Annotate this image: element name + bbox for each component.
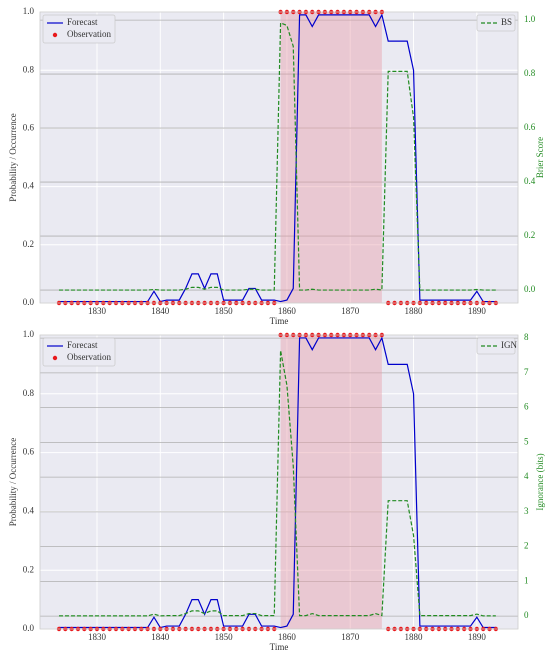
legend-label: IGN — [501, 340, 517, 350]
y-tick-label: 0.6 — [23, 122, 35, 132]
x-axis-label: Time — [270, 642, 289, 652]
x-tick-label: 1840 — [151, 632, 170, 642]
x-tick-label: 1830 — [88, 306, 107, 316]
y2-tick-label: 7 — [524, 367, 529, 377]
y2-tick-label: 8 — [524, 332, 529, 342]
legend-label: BS — [501, 17, 512, 27]
y2-tick-label: 0.8 — [524, 68, 536, 78]
y2-tick-label: 0 — [524, 610, 529, 620]
forecast-line — [58, 13, 496, 303]
y2-tick-label: 0.6 — [524, 122, 536, 132]
legend-box — [42, 14, 116, 44]
x-tick-label: 1880 — [405, 632, 424, 642]
y2-tick-label: 1 — [524, 575, 529, 585]
y2-tick-label: 3 — [524, 506, 529, 516]
y-tick-label: 0.0 — [23, 623, 35, 633]
y-tick-label: 0.2 — [23, 564, 34, 574]
forecast-line — [58, 336, 496, 629]
plot-background — [40, 335, 518, 629]
y2-tick-label: 6 — [524, 402, 529, 412]
y2-tick-label: 1.0 — [524, 14, 536, 24]
plot-background — [40, 12, 518, 303]
x-axis-label: Time — [270, 316, 289, 326]
x-tick-label: 1850 — [215, 306, 234, 316]
y-axis-label: Probability / Occurrence — [8, 438, 18, 526]
y2-tick-label: 0.4 — [524, 176, 536, 186]
y2-tick-label: 4 — [524, 471, 529, 481]
legend-marker — [52, 355, 58, 361]
y-tick-label: 0.2 — [23, 239, 34, 249]
score-line — [58, 21, 496, 291]
x-tick-label: 1860 — [278, 632, 297, 642]
y2-tick-label: 0.2 — [524, 230, 535, 240]
x-tick-label: 1840 — [151, 306, 170, 316]
legend-label: Observation — [67, 29, 111, 39]
y-tick-label: 0.6 — [23, 447, 35, 457]
x-tick-label: 1850 — [215, 632, 234, 642]
x-tick-label: 1880 — [405, 306, 424, 316]
legend-label: Forecast — [67, 17, 98, 27]
plot-frame — [39, 11, 519, 304]
x-tick-label: 1890 — [468, 306, 487, 316]
y2-tick-label: 0.0 — [524, 284, 536, 294]
shaded-span — [280, 12, 382, 303]
y-tick-label: 1.0 — [23, 329, 35, 339]
x-tick-label: 1890 — [468, 632, 487, 642]
x-tick-label: 1860 — [278, 306, 297, 316]
plot-frame — [39, 334, 519, 630]
y-tick-label: 0.0 — [23, 297, 35, 307]
y2-axis-label: Ignorance (bits) — [535, 453, 545, 510]
y2-tick-label: 2 — [524, 541, 529, 551]
y-tick-label: 0.4 — [23, 181, 35, 191]
y-tick-label: 0.8 — [23, 64, 35, 74]
legend-marker — [52, 32, 58, 38]
y-tick-label: 0.4 — [23, 505, 35, 515]
legend-box — [42, 337, 116, 367]
x-tick-label: 1830 — [88, 632, 107, 642]
y-axis-label: Probability / Occurrence — [8, 113, 18, 201]
x-tick-label: 1870 — [341, 306, 360, 316]
legend-label: Forecast — [67, 340, 98, 350]
shaded-span — [280, 335, 382, 629]
legend-label: Observation — [67, 352, 111, 362]
y2-tick-label: 5 — [524, 436, 529, 446]
y-tick-label: 1.0 — [23, 6, 35, 16]
y2-axis-label: Brier Score — [535, 137, 545, 178]
x-tick-label: 1870 — [341, 632, 360, 642]
score-line — [58, 350, 496, 617]
y-tick-label: 0.8 — [23, 388, 35, 398]
